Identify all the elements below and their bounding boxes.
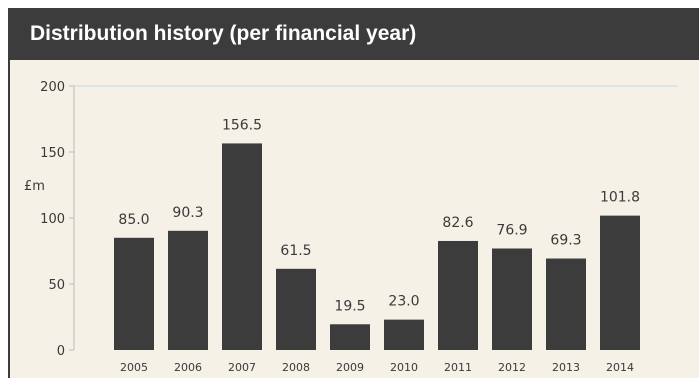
bar-2011 (438, 240, 478, 350)
bar-2009 (330, 324, 370, 350)
chart-title: Distribution history (per financial year… (30, 22, 417, 45)
category-label-2007: 2007 (228, 361, 256, 374)
value-label-2007: 156.5 (222, 117, 262, 133)
value-label-2008: 61.5 (280, 243, 311, 259)
category-label-2006: 2006 (174, 361, 202, 374)
category-label-2009: 2009 (336, 361, 364, 374)
category-label-2014: 2014 (606, 361, 634, 374)
category-label-2012: 2012 (498, 361, 526, 374)
value-label-2006: 90.3 (172, 205, 203, 221)
value-label-2009: 19.5 (334, 298, 365, 314)
panel-left-rule (8, 60, 10, 378)
bar-2006 (168, 230, 208, 350)
bar-2013 (546, 258, 586, 350)
chart-panel: Distribution history (per financial year… (8, 8, 699, 378)
value-label-2013: 69.3 (550, 233, 581, 249)
y-tick-label: 0 (57, 344, 65, 359)
category-label-2008: 2008 (282, 361, 310, 374)
bar-2008 (276, 268, 316, 350)
y-axis: 0 50 100 150 200 (40, 80, 678, 359)
y-tick-label: 150 (40, 146, 65, 161)
bar-2014 (600, 215, 640, 350)
bar-2007 (222, 143, 262, 350)
bar-2005 (114, 237, 154, 350)
category-label-2010: 2010 (390, 361, 418, 374)
value-label-2014: 101.8 (600, 190, 640, 206)
value-label-2011: 82.6 (442, 215, 473, 231)
value-labels: 85.0 90.3 156.5 61.5 19.5 23.0 82.6 76.9 69.3 101… (118, 117, 640, 314)
bar-2010 (384, 319, 424, 350)
value-label-2005: 85.0 (118, 212, 149, 228)
category-label-2005: 2005 (120, 361, 148, 374)
bar-2012 (492, 248, 532, 350)
category-label-2013: 2013 (552, 361, 580, 374)
y-tick-label: 200 (40, 80, 65, 95)
bar-chart: 0 50 100 150 200 85.0 90.3 156.5 61.5 19.5 23.0 82… (24, 80, 678, 374)
chart-title-bar: Distribution history (per financial year… (8, 8, 699, 60)
category-labels: 2005 2006 2007 2008 2009 2010 2011 2012 2013 2014 (120, 361, 634, 374)
y-tick-label: 100 (40, 212, 65, 227)
value-label-2010: 23.0 (388, 294, 419, 310)
y-axis-unit-label: £m (24, 179, 45, 194)
value-label-2012: 76.9 (496, 222, 527, 238)
y-tick-label: 50 (48, 278, 65, 293)
category-label-2011: 2011 (444, 361, 472, 374)
bars (114, 143, 640, 350)
